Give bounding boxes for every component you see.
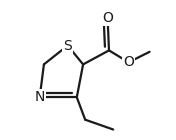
Text: S: S bbox=[63, 38, 72, 52]
Text: O: O bbox=[102, 11, 113, 25]
Text: N: N bbox=[34, 90, 45, 104]
Text: O: O bbox=[123, 55, 134, 69]
